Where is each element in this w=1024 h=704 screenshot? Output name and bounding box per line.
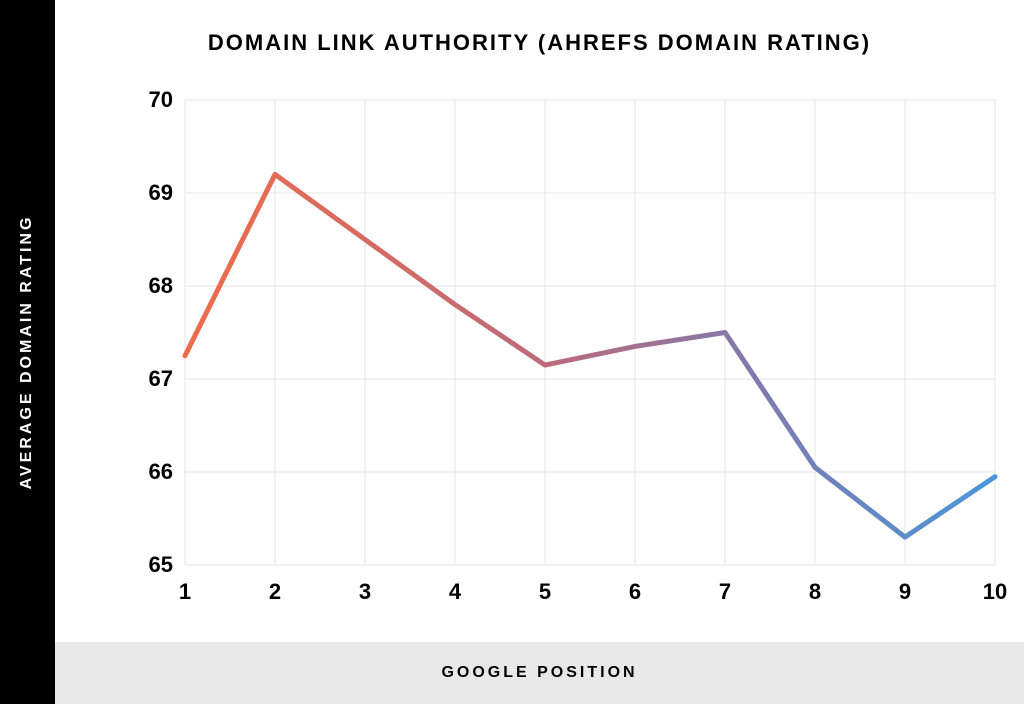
y-tick-label: 66: [133, 459, 173, 485]
x-tick-label: 5: [539, 579, 551, 605]
x-tick-label: 3: [359, 579, 371, 605]
chart-line: [185, 174, 995, 537]
x-tick-label: 6: [629, 579, 641, 605]
y-tick-label: 69: [133, 180, 173, 206]
y-tick-label: 67: [133, 366, 173, 392]
y-tick-label: 65: [133, 552, 173, 578]
y-axis-sidebar: AVERAGE DOMAIN RATING: [0, 0, 55, 704]
y-tick-label: 70: [133, 87, 173, 113]
x-tick-label: 9: [899, 579, 911, 605]
plot-wrap: 65666768697012345678910: [55, 0, 1024, 642]
chart-svg: [55, 0, 1024, 642]
x-tick-label: 8: [809, 579, 821, 605]
x-tick-label: 7: [719, 579, 731, 605]
x-tick-label: 2: [269, 579, 281, 605]
x-axis-label: GOOGLE POSITION: [441, 664, 637, 682]
x-tick-label: 4: [449, 579, 461, 605]
x-tick-label: 1: [179, 579, 191, 605]
y-axis-label: AVERAGE DOMAIN RATING: [18, 215, 36, 490]
y-tick-label: 68: [133, 273, 173, 299]
x-tick-label: 10: [983, 579, 1007, 605]
x-axis-band: GOOGLE POSITION: [55, 642, 1024, 704]
chart-main-area: DOMAIN LINK AUTHORITY (AHREFS DOMAIN RAT…: [55, 0, 1024, 704]
